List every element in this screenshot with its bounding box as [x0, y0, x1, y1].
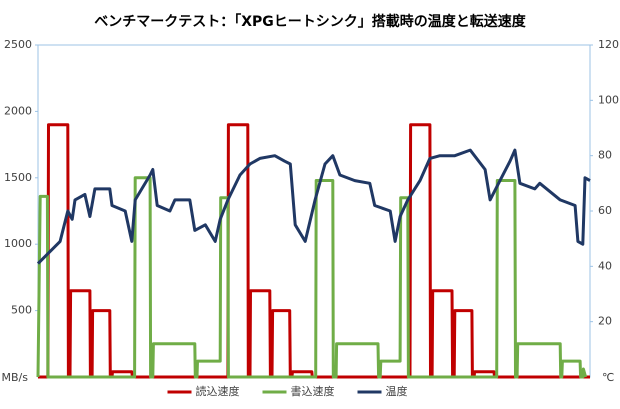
legend-label: 書込速度 [291, 384, 335, 398]
y2-tick-label: 20 [598, 315, 612, 328]
legend-label: 温度 [386, 384, 408, 398]
y2-tick-label: 120 [598, 38, 619, 51]
y2-tick-label: 100 [598, 93, 619, 106]
y2-axis-label: ℃ [602, 371, 614, 384]
y2-tick-label: 60 [598, 204, 612, 217]
chart-title: ベンチマークテスト：「XPGヒートシンク」搭載時の温度と転送速度 [94, 13, 527, 30]
legend-label: 読込速度 [196, 384, 240, 398]
series-line [38, 123, 590, 379]
y-tick-label: 2000 [4, 104, 32, 117]
y-axis-label: MB/s [2, 371, 29, 384]
series-line [36, 176, 588, 379]
y2-tick-label: 80 [598, 149, 612, 162]
y-tick-label: 500 [11, 304, 32, 317]
series-line [36, 148, 591, 265]
y2-tick-label: 40 [598, 259, 612, 272]
y-tick-label: 1000 [4, 237, 32, 250]
y-tick-label: 2500 [4, 38, 32, 51]
plot-frame [37, 44, 591, 378]
y-tick-label: 1500 [4, 171, 32, 184]
